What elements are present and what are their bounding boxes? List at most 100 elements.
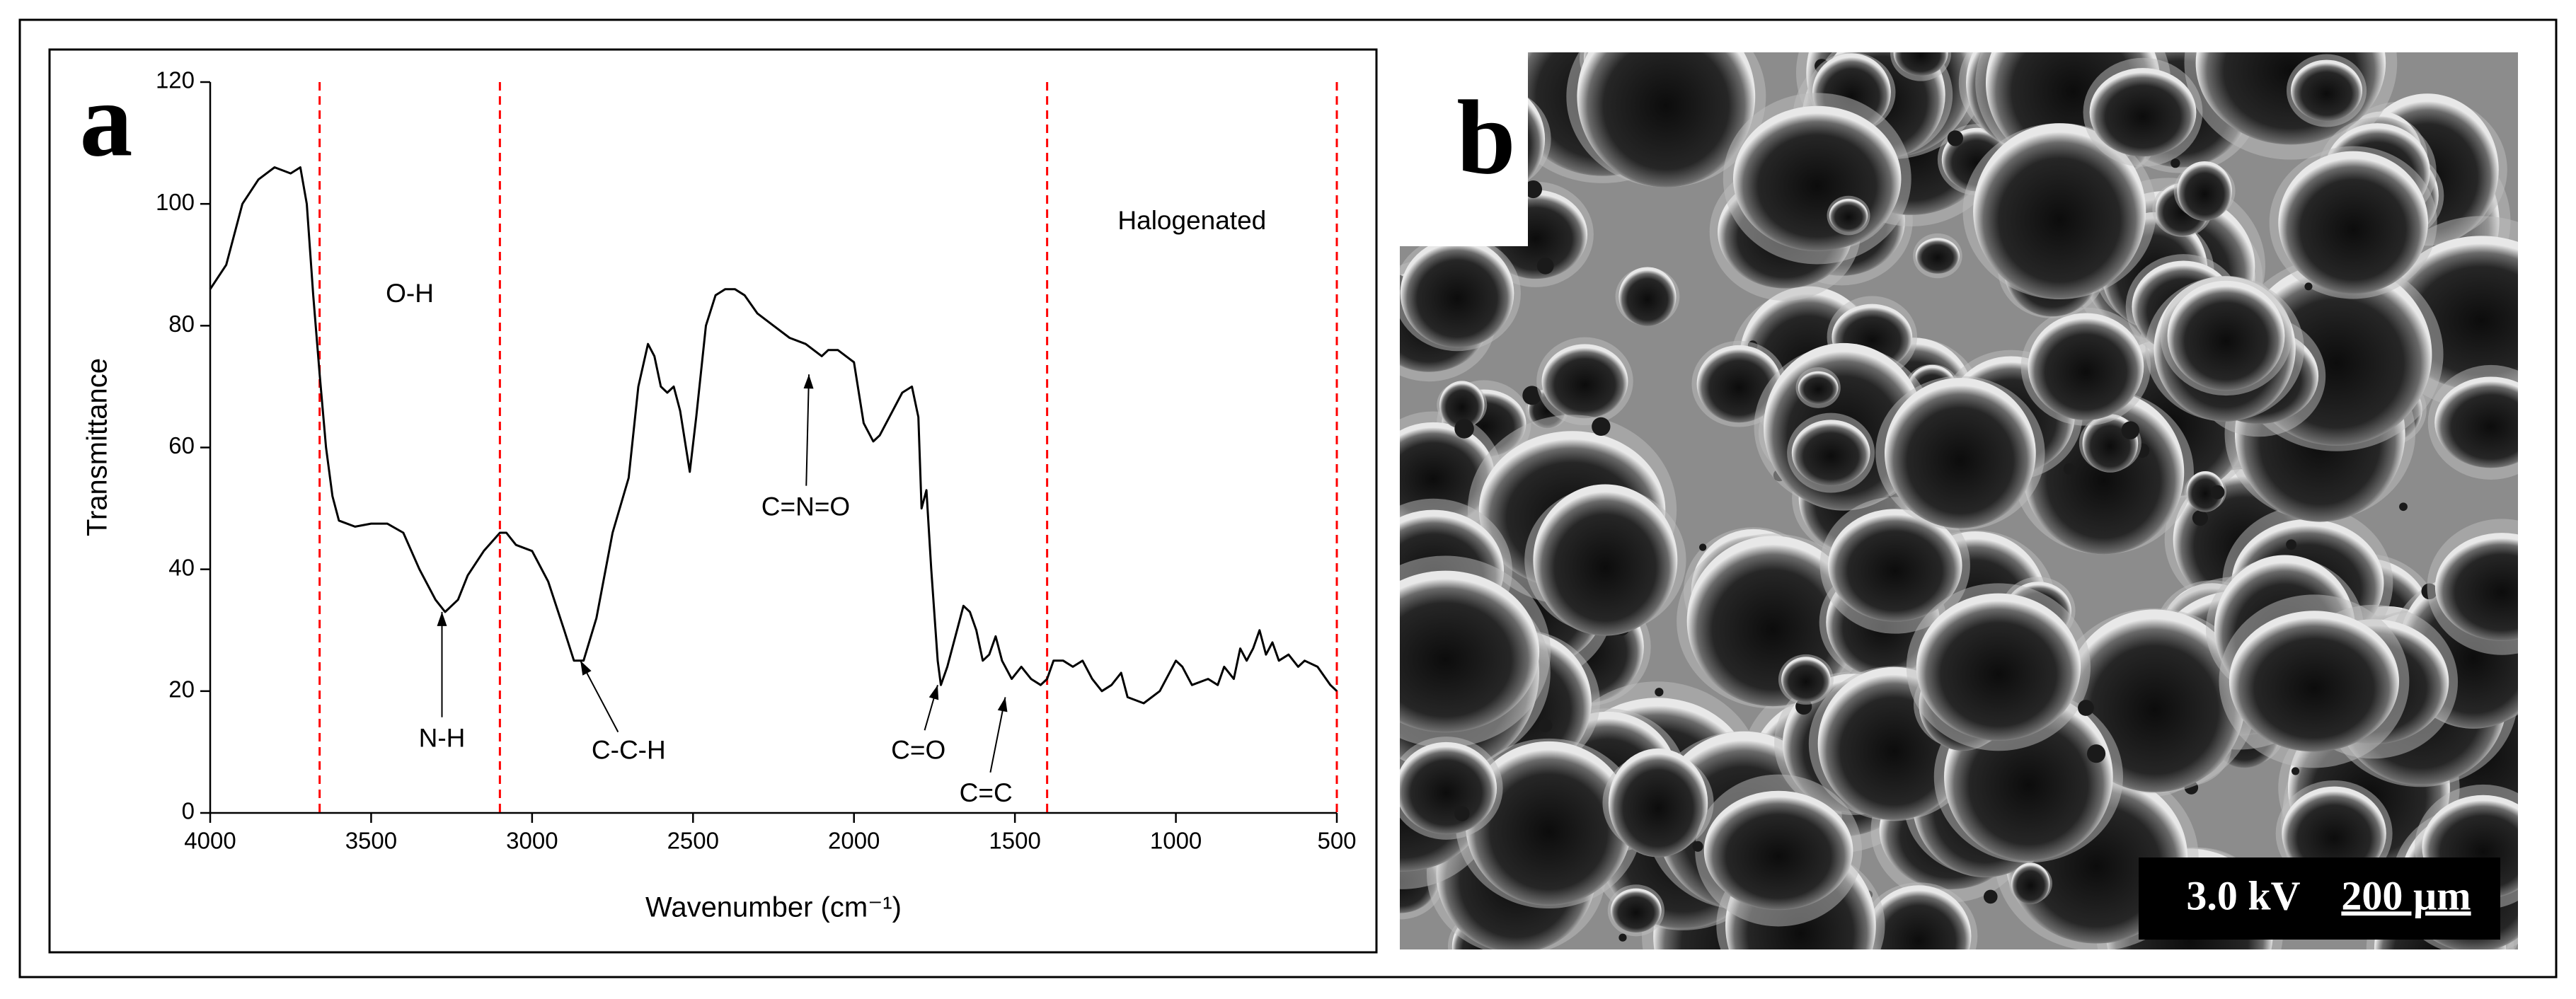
x-tick-label: 2000 xyxy=(828,828,880,854)
spectrum-line xyxy=(209,166,1338,705)
x-axis-title: Wavenumber (cm⁻¹) xyxy=(645,892,902,923)
x-tick-label: 1500 xyxy=(989,828,1040,854)
pore xyxy=(1733,105,1902,252)
small-pore xyxy=(2192,509,2208,526)
scale-bar-box xyxy=(2139,857,2500,940)
x-tick-label: 3000 xyxy=(506,828,558,854)
small-pore xyxy=(1655,688,1664,697)
pore xyxy=(2229,611,2399,752)
small-pore xyxy=(2210,485,2225,500)
pore xyxy=(2177,161,2232,221)
annotation: O-H xyxy=(386,279,434,308)
sem-image xyxy=(1353,0,2550,965)
pore xyxy=(1916,593,2081,741)
small-pore xyxy=(1618,933,1627,942)
small-pore xyxy=(1524,180,1543,199)
panel-label: a xyxy=(80,61,133,178)
pore xyxy=(1827,509,1962,622)
small-pore xyxy=(1692,841,1703,852)
pore xyxy=(1608,748,1708,857)
pore xyxy=(2167,280,2285,391)
small-pore xyxy=(1465,52,1480,57)
small-pore xyxy=(1454,806,1470,821)
pore xyxy=(1781,657,1831,703)
x-tick-label: 3500 xyxy=(345,828,397,854)
pore xyxy=(1829,198,1868,233)
pore xyxy=(2186,470,2224,512)
y-tick-label: 80 xyxy=(168,311,195,337)
pore xyxy=(1400,422,1495,526)
figure-border xyxy=(18,18,2558,978)
small-pore xyxy=(1536,258,1554,275)
pore xyxy=(1618,267,1677,326)
pore xyxy=(1703,790,1853,911)
pore xyxy=(2291,59,2363,122)
x-tick-label: 2500 xyxy=(667,828,719,854)
y-tick-label: 60 xyxy=(168,432,195,458)
annotation: C=O xyxy=(891,736,945,765)
pore xyxy=(1533,484,1678,636)
pore xyxy=(1610,888,1662,932)
pore xyxy=(1893,52,1948,76)
small-pore xyxy=(2286,539,2297,550)
pore xyxy=(1973,123,2146,299)
panel-label: b xyxy=(1456,79,1515,196)
pore xyxy=(2089,68,2197,157)
pore xyxy=(2282,786,2386,881)
pore xyxy=(1541,344,1628,419)
small-pore xyxy=(1355,773,1374,791)
arrow-head xyxy=(928,685,939,700)
arrow-head xyxy=(997,697,1008,712)
pore xyxy=(2011,862,2050,904)
small-pore xyxy=(1947,130,1964,146)
y-tick-label: 20 xyxy=(168,676,195,703)
small-pore xyxy=(2517,578,2518,595)
small-pore xyxy=(1353,676,1360,683)
annotation: Halogenated xyxy=(1117,206,1266,235)
small-pore xyxy=(2063,463,2075,475)
y-tick-label: 100 xyxy=(156,189,195,215)
small-pore xyxy=(2399,502,2408,512)
y-tick-label: 0 xyxy=(182,798,195,824)
small-pore xyxy=(2304,282,2313,291)
pore xyxy=(1798,371,1839,405)
pore xyxy=(1400,570,1540,733)
small-pore xyxy=(2078,700,2094,716)
x-tick-label: 1000 xyxy=(1150,828,1202,854)
pore xyxy=(1865,885,1972,949)
pore xyxy=(1400,238,1514,348)
small-pore xyxy=(2291,767,2300,775)
small-pore xyxy=(1730,0,1744,11)
small-pore xyxy=(1983,889,1998,904)
x-tick-label: 4000 xyxy=(184,828,236,854)
small-pore xyxy=(1522,386,1542,405)
scale-bar-length: 200 µm xyxy=(2341,872,2471,918)
annotation-arrow xyxy=(805,374,810,486)
annotation: N-H xyxy=(419,723,466,752)
small-pore xyxy=(2537,819,2550,831)
small-pore xyxy=(1454,419,1474,439)
small-pore xyxy=(1539,718,1553,732)
y-axis-title: Transmittance xyxy=(82,358,113,536)
small-pore xyxy=(2543,667,2549,674)
annotation: C=N=O xyxy=(761,492,850,521)
pore xyxy=(1577,52,1756,187)
pore xyxy=(1791,420,1870,486)
x-tick-label: 500 xyxy=(1317,828,1356,854)
pore xyxy=(2434,533,2518,641)
small-pore xyxy=(2126,952,2139,965)
small-pore xyxy=(1698,543,1707,551)
scale-bar-voltage: 3.0 kV xyxy=(2186,872,2300,918)
pore xyxy=(1465,741,1633,906)
pore xyxy=(1439,381,1485,429)
pore xyxy=(1915,238,1960,274)
arrow-head xyxy=(803,374,814,389)
pore xyxy=(1400,741,1497,835)
small-pore xyxy=(1592,417,1611,437)
small-pore xyxy=(2027,8,2034,16)
pore xyxy=(2278,151,2428,294)
small-pore xyxy=(2121,421,2140,439)
y-tick-label: 120 xyxy=(156,67,195,93)
annotation: C-C-H xyxy=(592,736,666,765)
